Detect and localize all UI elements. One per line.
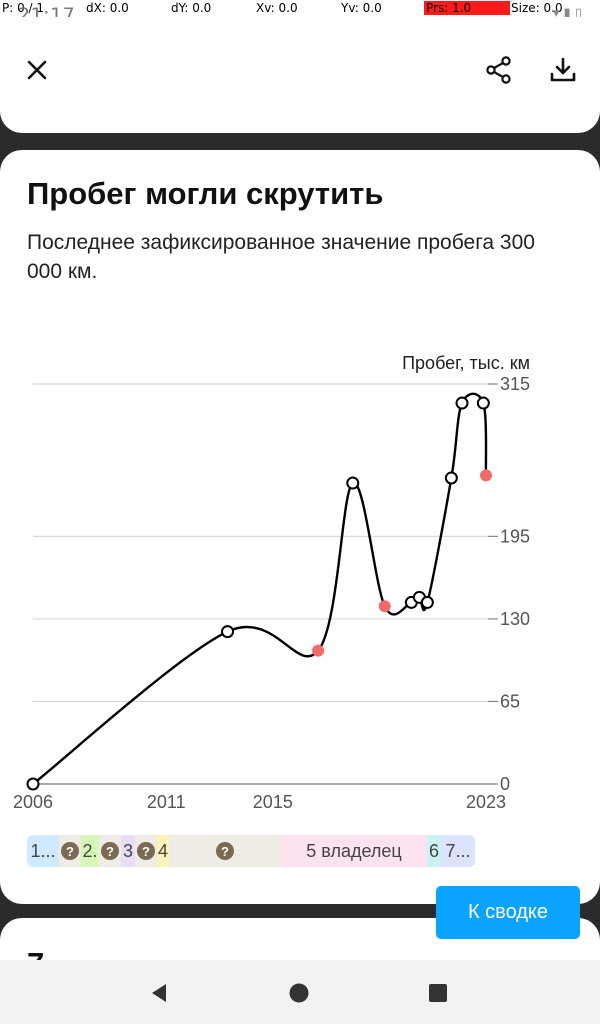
owners-timeline: 1...? 2.? 3? 4? 5 владелец 6 7... <box>27 835 475 867</box>
x-tick-label: 2015 <box>253 792 293 810</box>
suspicious-point[interactable] <box>312 644 325 657</box>
owner-segment[interactable]: 6 <box>427 835 441 867</box>
owner-label: 2. <box>82 840 98 861</box>
back-icon[interactable] <box>146 980 172 1006</box>
data-point[interactable] <box>455 396 469 410</box>
x-tick-label: 2011 <box>147 792 186 810</box>
question-icon: ? <box>137 842 155 860</box>
debug-pointer: P: 0 / 1 <box>2 1 45 15</box>
x-tick-label: 2006 <box>13 792 53 810</box>
suspicious-point[interactable] <box>480 469 492 482</box>
debug-pressure: Prs: 1.0 <box>424 1 510 15</box>
debug-overlay: P: 0 / 1 dX: 0.0 dY: 0.0 Xv: 0.0 Yv: 0.0… <box>0 0 600 17</box>
data-point[interactable] <box>420 595 434 609</box>
data-point[interactable] <box>221 625 235 639</box>
x-ticks: 2006 2011 2015 2023 <box>13 792 506 810</box>
question-icon: ? <box>101 842 119 860</box>
data-point[interactable] <box>346 476 360 490</box>
suspicious-point[interactable] <box>378 600 391 613</box>
system-nav-bar <box>0 960 600 1024</box>
data-point[interactable] <box>444 471 458 485</box>
debug-size: Size: 0.0 <box>511 1 563 15</box>
owner-unknown-segment[interactable]: ? <box>99 835 121 867</box>
summary-button[interactable]: К сводке <box>436 886 580 939</box>
close-icon[interactable] <box>22 55 52 85</box>
owner-segment[interactable]: 1... <box>27 835 59 867</box>
download-icon[interactable] <box>548 55 578 85</box>
data-points <box>26 396 492 791</box>
wifi-icon: ▾ <box>552 6 560 21</box>
mileage-chart: Пробег, тыс. км 315 195 130 65 0 2006 2011 201… <box>13 353 530 810</box>
owner-segment[interactable]: 4 <box>157 835 169 867</box>
y-axis-label: Пробег, тыс. км <box>402 353 530 373</box>
owner-label: 4 <box>157 840 168 861</box>
owner-label: 6 <box>428 840 439 861</box>
owner-segment[interactable]: 5 владелец <box>281 835 427 867</box>
status-icons: ▾ ▮ ▯ <box>553 6 582 21</box>
card-subtitle: Последнее зафиксированное значение пробе… <box>27 231 535 283</box>
signal-icon: ▮ <box>563 6 571 21</box>
card-title: Пробег могли скрутить <box>27 176 384 211</box>
question-icon: ? <box>61 842 79 860</box>
x-tick-label: 2023 <box>466 792 506 810</box>
question-icon: ? <box>216 842 234 860</box>
owner-segment[interactable]: 3 <box>121 835 135 867</box>
owner-label: 7... <box>445 840 471 861</box>
chart-grid <box>33 383 496 785</box>
owner-unknown-segment[interactable]: ? <box>59 835 81 867</box>
header-card <box>0 17 600 133</box>
y-ticks: 315 195 130 65 0 <box>488 374 530 794</box>
y-tick-label: 0 <box>500 774 510 794</box>
y-tick-label: 130 <box>500 609 530 629</box>
mileage-line <box>32 392 488 785</box>
owner-segment[interactable]: 2. <box>81 835 99 867</box>
owner-unknown-segment[interactable]: ? <box>135 835 157 867</box>
owner-label: 5 владелец <box>306 840 402 861</box>
mileage-card <box>0 150 600 904</box>
home-icon[interactable] <box>286 980 312 1006</box>
share-icon[interactable] <box>484 55 514 85</box>
debug-yv: Yv: 0.0 <box>341 1 382 15</box>
owner-unknown-segment[interactable]: ? <box>169 835 281 867</box>
owner-segment[interactable]: 7... <box>441 835 475 867</box>
owner-label: 1... <box>30 840 56 861</box>
y-tick-label: 65 <box>500 691 520 711</box>
y-tick-label: 195 <box>500 526 530 546</box>
data-point[interactable] <box>26 777 40 791</box>
data-point[interactable] <box>476 396 490 410</box>
battery-icon: ▯ <box>574 6 582 21</box>
debug-xv: Xv: 0.0 <box>256 1 298 15</box>
debug-dy: dY: 0.0 <box>171 1 212 15</box>
y-tick-label: 315 <box>500 374 530 394</box>
recents-icon[interactable] <box>425 980 451 1006</box>
debug-dx: dX: 0.0 <box>86 1 129 15</box>
owner-label: 3 <box>122 840 133 861</box>
